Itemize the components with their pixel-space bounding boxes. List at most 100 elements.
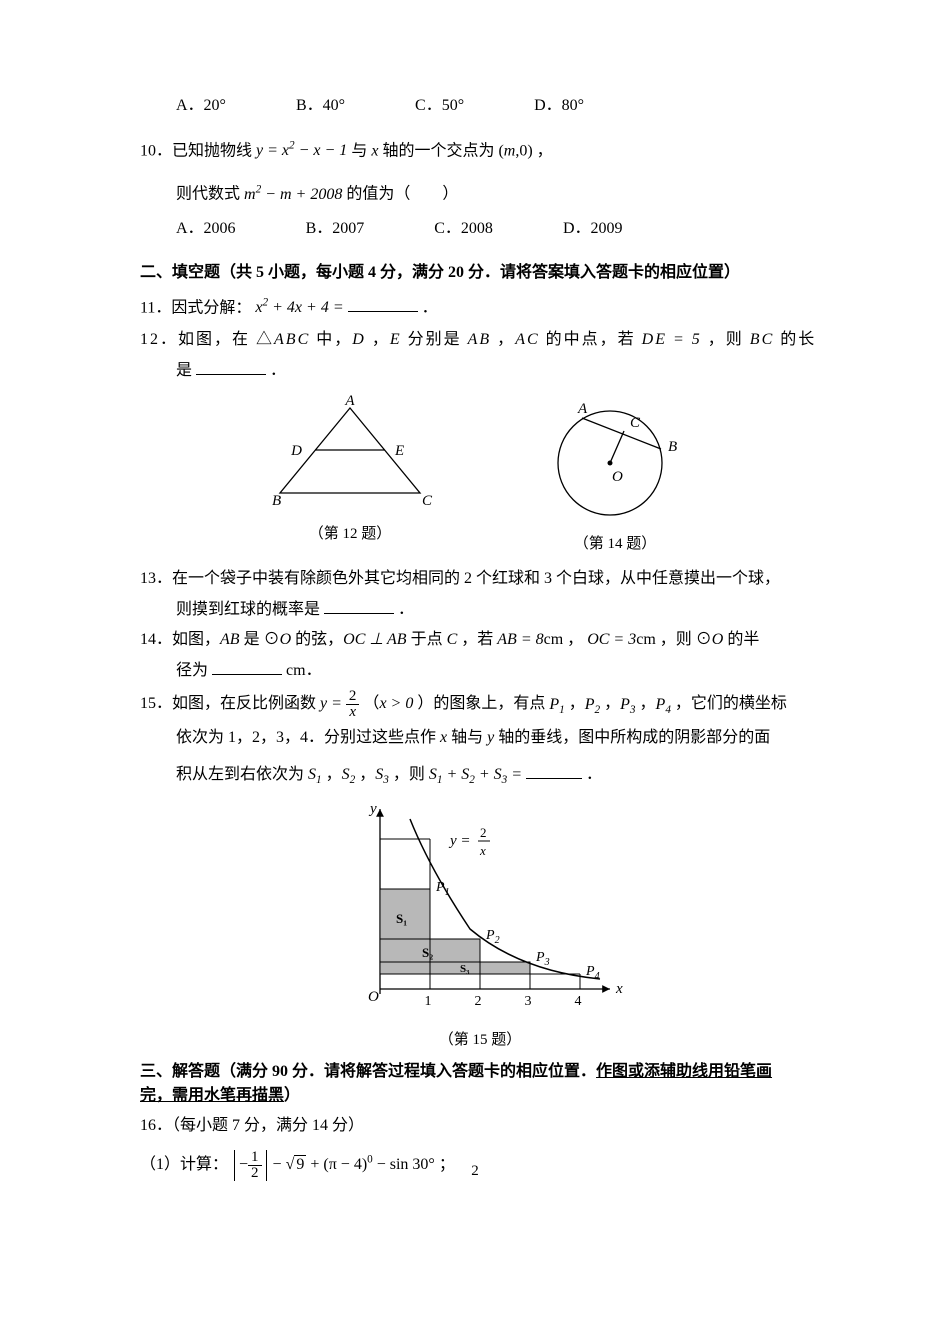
q15: 15．如图，在反比例函数 y = 2x （x > 0 ）的图象上，有点 P1 ，… <box>140 689 820 720</box>
q15-l3d: ，则 <box>393 766 429 783</box>
q14-AB8: AB = 8 <box>497 631 543 648</box>
page-number: 2 <box>0 1160 950 1183</box>
q15-d: ， <box>569 696 585 713</box>
fig15-eq-den: x <box>479 843 486 858</box>
q15-l2b: 轴与 <box>451 729 487 746</box>
s3a: 三、解答题（满分 90 分．请将解答过程填入答题卡的相应位置． <box>140 1063 596 1080</box>
q14-h: 的半 <box>727 631 759 648</box>
q12-blank <box>196 358 266 375</box>
q10-text2b: 的值为（ ） <box>346 186 458 203</box>
q15-l3a: 积从左到右依次为 <box>176 766 308 783</box>
q14-l2a: 径为 <box>176 662 208 679</box>
fig15-ylabel: y <box>368 801 377 817</box>
figure-row: A D E B C （第 12 题） A B C O （第 14 题） <box>140 393 820 556</box>
q15-eq: y = <box>320 696 346 713</box>
q15-a: 15．如图，在反比例函数 <box>140 696 320 713</box>
q12-line2: 是 ． <box>176 358 820 383</box>
fig12-B: B <box>272 493 281 509</box>
q15-line3: 积从左到右依次为 S1 ，S2 ，S3 ，则 S1 + S2 + S3 = ． <box>176 762 820 789</box>
fig15-eq: y = <box>448 833 471 849</box>
q10-text-c: 轴的一个交点为 <box>382 142 498 159</box>
fig15-eq-num: 2 <box>480 825 487 840</box>
figure-14: A B C O （第 14 题） <box>530 393 700 556</box>
q11-expr: x2 + 4x + 4 = <box>255 299 343 316</box>
q10-text-b: 与 <box>351 142 371 159</box>
q12-a: 12．如图，在 △ <box>140 331 274 348</box>
q15-l2: 依次为 1，2，3，4．分别过这些点作 <box>176 729 440 746</box>
fig15-svg: y x O 1 2 3 4 P1 P2 P3 P4 S₁ S₂ S₃ y = 2… <box>330 799 630 1019</box>
fig15-P1: P1 <box>435 880 450 898</box>
fig15-xt2: 2 <box>475 994 482 1009</box>
section2-heading: 二、填空题（共 5 小题，每小题 4 分，满分 20 分．请将答案填入答题卡的相… <box>140 261 820 285</box>
q10-eq1: y = x2 − x − 1 <box>256 142 347 159</box>
q15-sum: S1 + S2 + S3 = <box>429 766 526 783</box>
q12-f: 的中点，若 <box>546 331 642 348</box>
fig15-xlabel: x <box>615 981 623 997</box>
q12-E: E <box>390 331 402 348</box>
fig15-xt4: 4 <box>575 994 582 1009</box>
q10-text2a: 则代数式 <box>176 186 244 203</box>
q11-blank <box>348 295 418 312</box>
q12-BC: BC <box>750 331 774 348</box>
q14-Cpt: C <box>447 631 458 648</box>
q14-l2b: cm． <box>286 662 322 679</box>
q15-f: ， <box>640 696 656 713</box>
q12-DE: DE = 5 <box>642 331 702 348</box>
q11-a: 11．因式分解： <box>140 299 255 316</box>
q12-D: D <box>352 331 366 348</box>
fig14-A: A <box>577 401 588 417</box>
fig12-caption: （第 12 题） <box>260 523 440 546</box>
q15-e: ， <box>604 696 620 713</box>
q12-h: 的长 <box>780 331 816 348</box>
q15-line2: 依次为 1，2，3，4．分别过这些点作 x 轴与 y 轴的垂线，图中所构成的阴影… <box>176 726 820 750</box>
q14-OCperp: OC ⊥ AB <box>343 631 406 648</box>
q15-xaxis: x <box>440 729 447 746</box>
q10-opt-b: B．2007 <box>306 217 365 241</box>
q15-l3b: ， <box>326 766 342 783</box>
q12-g: ，则 <box>708 331 750 348</box>
q10-text-d: ， <box>537 142 553 159</box>
fig12-D: D <box>290 443 302 459</box>
q11-b: ． <box>422 299 438 316</box>
q15-frac: 2x <box>346 689 360 720</box>
s3c: 完，需用水笔再描黑 <box>140 1087 284 1104</box>
q9-opt-d: D．80° <box>534 94 584 118</box>
q10-line2: 则代数式 m2 − m + 2008 的值为（ ） <box>176 181 820 206</box>
q14-blank <box>212 658 282 675</box>
q14-b: 是 ⊙ <box>244 631 280 648</box>
fig14-C: C <box>630 415 641 431</box>
q14-O2: O <box>712 631 724 648</box>
q15-l2c: 轴的垂线，图中所构成的阴影部分的面 <box>498 729 770 746</box>
q15-P4: P4 <box>656 696 671 713</box>
q12: 12．如图，在 △ABC 中，D ，E 分别是 AB ，AC 的中点，若 DE … <box>140 328 820 352</box>
q12-l2b: ． <box>270 362 286 379</box>
q15-l3e: ． <box>586 766 602 783</box>
q13-a: 13．在一个袋子中装有除颜色外其它均相同的 2 个红球和 3 个白球，从中任意摸… <box>140 570 780 587</box>
q15-c: ）的图象上，有点 <box>417 696 549 713</box>
fig15-xt1: 1 <box>425 994 432 1009</box>
q15-g: ，它们的横坐标 <box>675 696 787 713</box>
q12-l2a: 是 <box>176 362 192 379</box>
q15-P1: P1 <box>549 696 564 713</box>
q12-d: 分别是 <box>408 331 468 348</box>
q12-c: ， <box>372 331 390 348</box>
q15-xgt0: x > 0 <box>379 696 413 713</box>
figure-15: y x O 1 2 3 4 P1 P2 P3 P4 S₁ S₂ S₃ y = 2… <box>140 799 820 1052</box>
q15-S3: S3 <box>375 766 389 783</box>
q14-f: cm ， <box>544 631 584 648</box>
q12-AC: AC <box>515 331 539 348</box>
figure-12: A D E B C （第 12 题） <box>260 393 440 556</box>
fig15-S3: S₃ <box>460 963 470 975</box>
q13-c: ． <box>398 601 414 618</box>
q12-AB: AB <box>468 331 492 348</box>
q12-ABC: ABC <box>274 331 310 348</box>
fig15-xt3: 3 <box>525 994 532 1009</box>
fig12-C: C <box>422 493 433 509</box>
q12-e: ， <box>497 331 515 348</box>
q14: 14．如图，AB 是 ⊙O 的弦，OC ⊥ AB 于点 C ，若 AB = 8c… <box>140 628 820 652</box>
q12-b: 中， <box>316 331 352 348</box>
q9-opt-c: C．50° <box>415 94 464 118</box>
q14-OC3: OC = 3 <box>587 631 636 648</box>
q10-eq2: m2 − m + 2008 <box>244 186 342 203</box>
q10-line1: 10．已知抛物线 y = x2 − x − 1 与 x 轴的一个交点为 (m,0… <box>140 138 820 163</box>
